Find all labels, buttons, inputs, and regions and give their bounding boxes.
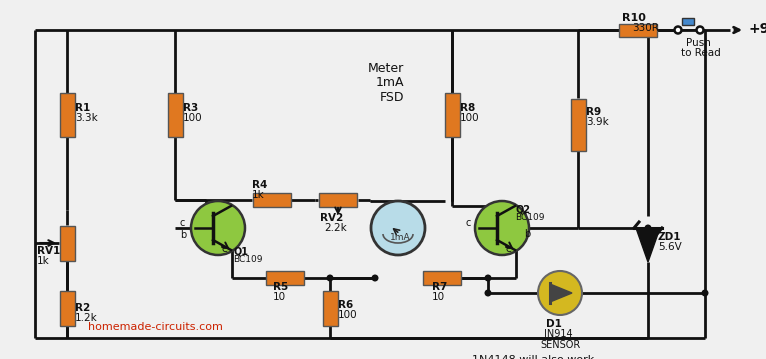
Circle shape: [538, 271, 582, 315]
Text: 1mA: 1mA: [390, 233, 411, 242]
Bar: [168, 93, 182, 137]
Bar: [60, 93, 74, 137]
Bar: [319, 193, 357, 207]
Text: c: c: [465, 218, 470, 228]
Text: R8: R8: [460, 103, 475, 113]
Text: 3.9k: 3.9k: [586, 117, 609, 127]
Bar: [619, 23, 657, 37]
Bar: [266, 271, 304, 285]
Text: 10: 10: [432, 292, 445, 302]
Circle shape: [696, 27, 703, 33]
Text: Q1: Q1: [233, 246, 248, 256]
Bar: [253, 193, 291, 207]
Circle shape: [644, 224, 652, 232]
Circle shape: [191, 201, 245, 255]
Text: RV2: RV2: [320, 213, 343, 223]
Circle shape: [675, 27, 682, 33]
Text: +9V: +9V: [748, 22, 766, 36]
Bar: [322, 290, 338, 326]
Text: R10: R10: [622, 13, 646, 23]
Circle shape: [702, 289, 709, 297]
Text: e: e: [222, 244, 228, 254]
Text: Meter: Meter: [368, 62, 404, 75]
Text: b: b: [524, 229, 530, 239]
Text: Q2: Q2: [515, 204, 530, 214]
Polygon shape: [636, 228, 660, 262]
Circle shape: [371, 201, 425, 255]
Bar: [60, 290, 74, 326]
Text: R6: R6: [338, 300, 353, 310]
Bar: [423, 271, 461, 285]
Text: R1: R1: [75, 103, 90, 113]
Polygon shape: [550, 284, 572, 302]
Text: homemade-circuits.com: homemade-circuits.com: [88, 322, 223, 332]
Circle shape: [485, 289, 492, 297]
Text: 100: 100: [338, 310, 358, 320]
Bar: [60, 225, 74, 261]
Text: 2.2k: 2.2k: [324, 223, 347, 233]
Circle shape: [372, 275, 378, 281]
Text: 5.6V: 5.6V: [658, 242, 682, 252]
Text: 1N4148 will also work: 1N4148 will also work: [472, 355, 594, 359]
Circle shape: [475, 201, 529, 255]
Text: 100: 100: [183, 113, 203, 123]
Text: to Read: to Read: [681, 48, 721, 58]
Text: SENSOR: SENSOR: [540, 340, 581, 350]
Text: R7: R7: [432, 282, 447, 292]
Text: 1k: 1k: [37, 256, 50, 266]
Circle shape: [485, 275, 492, 281]
Bar: [682, 18, 694, 25]
Text: c: c: [180, 218, 185, 228]
Text: 3.3k: 3.3k: [75, 113, 98, 123]
Text: R4: R4: [252, 180, 267, 190]
Text: FSD: FSD: [380, 91, 404, 104]
Text: RV1: RV1: [37, 246, 61, 256]
Bar: [571, 99, 585, 151]
Text: D1: D1: [546, 319, 562, 329]
Text: R3: R3: [183, 103, 198, 113]
Bar: [444, 93, 460, 137]
Text: e: e: [506, 244, 512, 254]
Text: BC109: BC109: [515, 213, 545, 222]
Text: ZD1: ZD1: [658, 232, 682, 242]
Text: 10: 10: [273, 292, 286, 302]
Text: R5: R5: [273, 282, 288, 292]
Text: 100: 100: [460, 113, 480, 123]
Text: R2: R2: [75, 303, 90, 313]
Text: 1.2k: 1.2k: [75, 313, 98, 323]
Text: R9: R9: [586, 107, 601, 117]
Text: 1mA: 1mA: [376, 76, 404, 89]
Text: Push: Push: [686, 38, 711, 48]
Text: 330R: 330R: [632, 23, 659, 33]
Circle shape: [326, 275, 333, 281]
Text: BC109: BC109: [233, 255, 263, 264]
Text: 1k: 1k: [252, 190, 265, 200]
Text: b: b: [180, 230, 186, 240]
Text: IN914: IN914: [544, 329, 573, 339]
